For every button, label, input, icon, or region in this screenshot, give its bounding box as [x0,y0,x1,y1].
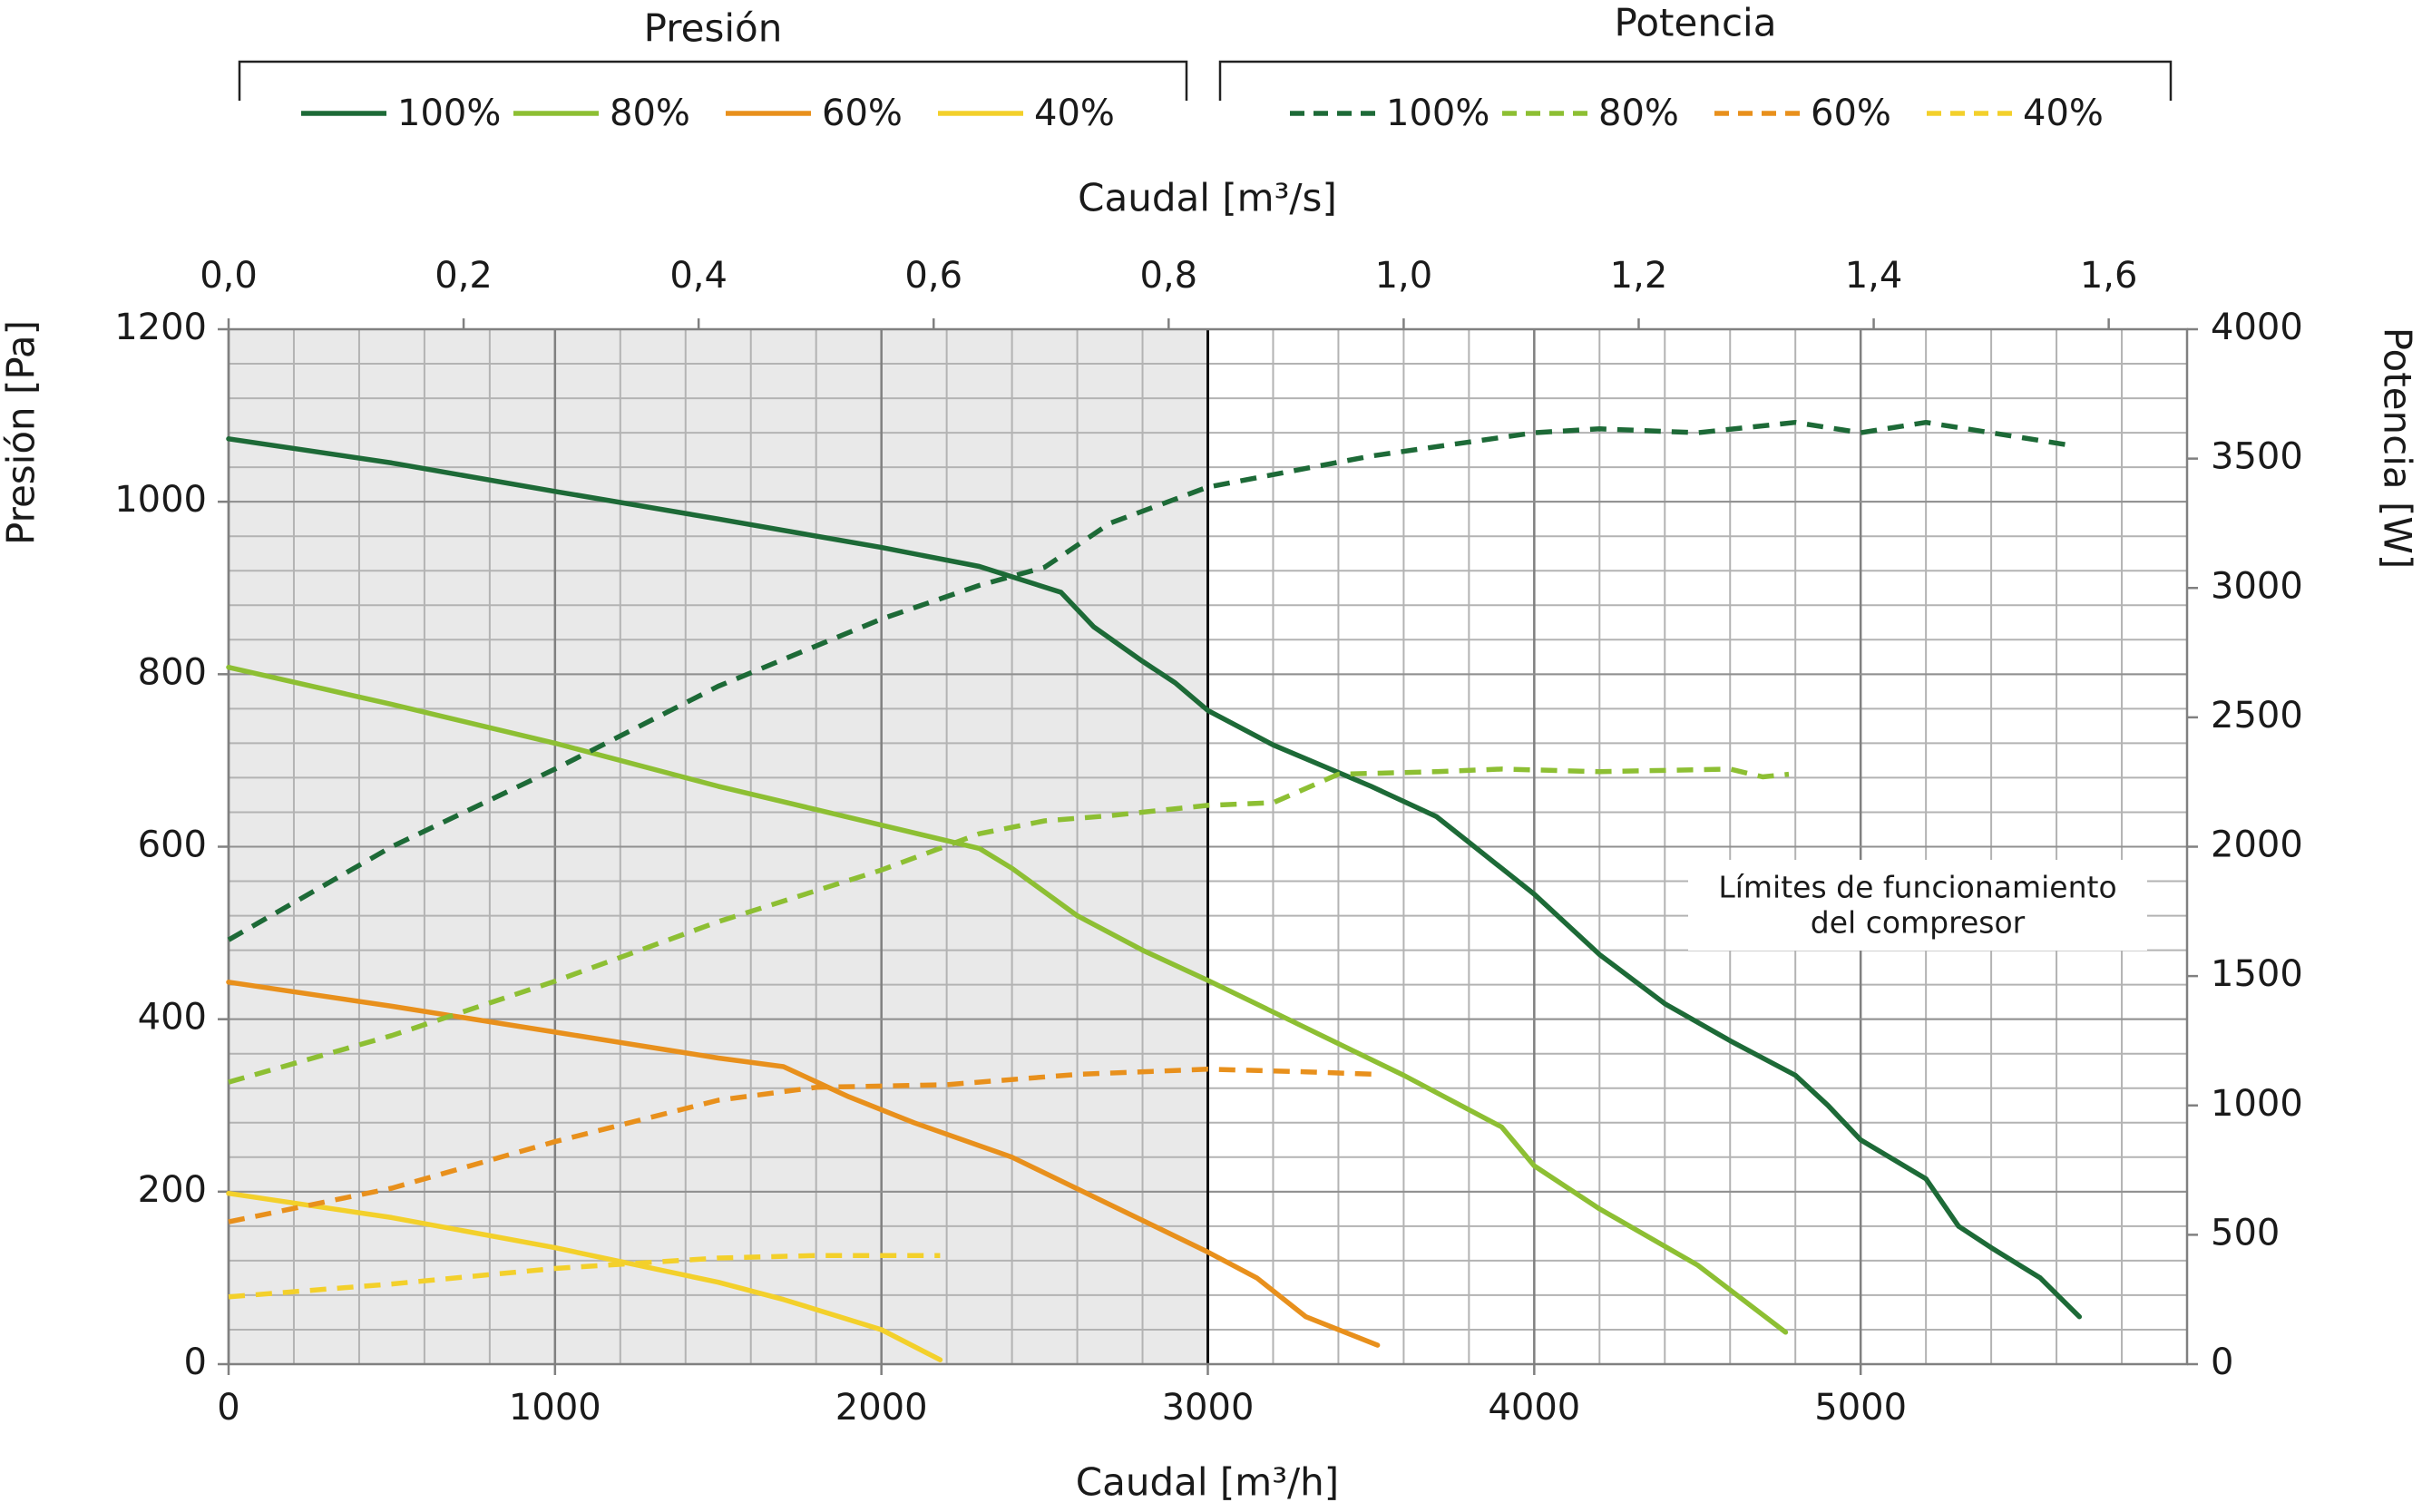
legend-bracket [1218,60,2173,101]
x-tick-label: 1000 [509,1387,601,1429]
dashed-line [227,419,2074,942]
y2-tick-label: 2000 [2211,824,2303,866]
legend-label: 100% [397,93,501,134]
x2-tick-label: 1,0 [1375,255,1433,297]
x-tick-label: 2000 [835,1387,928,1429]
legend-label: 100% [1386,93,1489,134]
legend-label: 60% [1811,93,1891,134]
legend-label: 80% [1598,93,1679,134]
x2-tick-label: 0,8 [1140,255,1198,297]
y2-tick-label: 3000 [2211,565,2303,607]
y-tick-label: 600 [138,824,207,866]
legend-label: 60% [822,93,903,134]
legend-label: 40% [1034,93,1115,134]
x2-axis-title: Caudal [m³/s] [1078,176,1337,220]
x-tick-label: 3000 [1162,1387,1255,1429]
y2-tick-label: 4000 [2211,307,2303,348]
y-tick-label: 800 [138,651,207,693]
y2-tick-label: 500 [2211,1212,2280,1253]
annotation-box [1688,860,2147,951]
dashed-line [228,1067,1378,1224]
x2-tick-label: 0,0 [200,255,258,297]
line [226,436,2083,1320]
legend-bracket [238,60,1188,101]
legend-group-title: Presión [644,6,783,51]
y2-tick-label: 1000 [2211,1083,2303,1125]
legend-group-title: Potencia [1615,1,1777,45]
x2-tick-label: 0,2 [435,255,493,297]
y-tick-label: 0 [184,1341,207,1383]
x2-tick-label: 1,4 [1845,255,1903,297]
y-axis-title: Presión [Pa] [0,320,44,545]
y2-tick-label: 1500 [2211,953,2303,995]
annotation: del compresor [1811,905,2026,941]
legend-label: 80% [610,93,690,134]
line [226,1190,943,1362]
x-tick-label: 5000 [1814,1387,1907,1429]
y-tick-label: 1200 [114,307,207,348]
y-tick-label: 400 [138,997,207,1039]
x-tick-label: 0 [217,1387,239,1429]
annotation: Límites de funcionamiento [1718,870,2116,905]
y2-tick-label: 3500 [2211,436,2303,478]
y2-axis-title: Potencia [W] [2376,327,2420,570]
y2-tick-label: 2500 [2211,695,2303,736]
x-axis-title: Caudal [m³/h] [1076,1460,1339,1505]
y-tick-label: 1000 [114,479,207,521]
y-tick-label: 200 [138,1169,207,1211]
dashed-line [228,1253,941,1300]
plot-frame [227,327,2189,1366]
line [226,980,1381,1348]
x2-tick-label: 0,6 [904,255,962,297]
x2-tick-label: 1,6 [2080,255,2138,297]
x2-tick-label: 1,2 [1610,255,1668,297]
legend-label: 40% [2023,93,2104,134]
x2-tick-label: 0,4 [669,255,728,297]
x-tick-label: 4000 [1488,1387,1580,1429]
line [226,664,1789,1335]
dashed-line [228,766,1790,1085]
y2-tick-label: 0 [2211,1341,2233,1383]
